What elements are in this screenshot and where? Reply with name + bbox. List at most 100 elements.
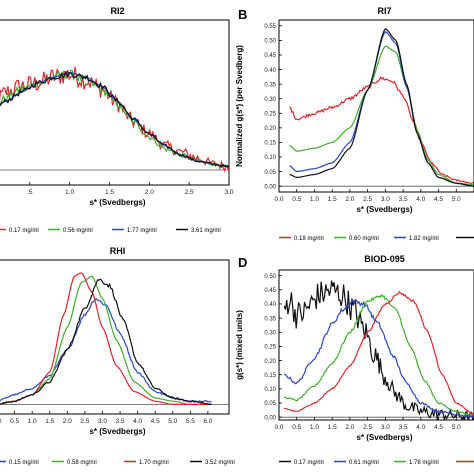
series-line-3.61-mg-ml: [0, 70, 229, 168]
x-tick-label: 4.5: [151, 418, 160, 425]
x-tick-label: 4.0: [133, 418, 142, 425]
x-tick-label: 1.0: [65, 189, 74, 196]
x-tick-label: 0.0: [274, 196, 283, 203]
legend-label: 0.56 mg/ml: [63, 228, 93, 234]
panel-b: 0.0 0.5 1.0 1.5 2.0 2.5 3.0 3.5 4.0 4.5 5.0 0.00 0.0…: [235, 6, 474, 242]
x-tick-label: 3.0: [381, 424, 390, 431]
panel-c: 0.0 0.5 1.0 1.5 2.0 2.5 3.0 3.5 4.0 4.5 5.0 5.5 6.0 R…: [0, 246, 235, 466]
chart-title: RI7: [377, 6, 391, 16]
legend-label: 0.17 mg/ml: [9, 228, 39, 234]
series-line-0.58-mg-ml: [0, 275, 212, 405]
x-tick-label: 3.0: [224, 189, 233, 196]
panel-letter: D: [238, 255, 247, 270]
legend-label: 1.78 mg/ml: [409, 460, 439, 466]
x-tick-label: 2.5: [80, 418, 89, 425]
y-tick-label: 0.10: [264, 155, 276, 161]
x-tick-label: 1.5: [45, 418, 54, 425]
y-tick-label: 0.55: [264, 24, 276, 30]
x-tick-label: 2.5: [363, 196, 372, 203]
y-tick-label: 0.20: [264, 126, 276, 132]
x-tick-label: 4.5: [434, 424, 443, 431]
x-tick-label: 0.5: [292, 424, 301, 431]
x-tick-label: 0.5: [10, 418, 19, 425]
x-tick-label: 1.5: [328, 424, 337, 431]
series-line-1.70-mg-ml: [0, 272, 212, 405]
series-line-3.52-mg-ml: [0, 278, 212, 406]
legend-label: 0.18 mg/ml: [294, 236, 324, 242]
x-tick-label: 1.0: [310, 196, 319, 203]
x-tick-label: .5: [27, 189, 33, 196]
x-tick-label: 1.0: [310, 424, 319, 431]
legend-label: 0.15 mg/ml: [9, 460, 39, 466]
legend-label: 3.61 mg/ml: [191, 228, 221, 234]
y-tick-label: 0.05: [264, 401, 276, 407]
x-tick-label: 2.0: [145, 189, 154, 196]
y-tick-label: 0.50: [264, 39, 276, 45]
x-tick-label: 2.5: [363, 424, 372, 431]
y-tick-label: 0.40: [264, 302, 276, 308]
series-line-0.15-mg-ml: [0, 298, 212, 403]
y-tick-label: 0.35: [264, 82, 276, 88]
x-tick-label: 0.0: [274, 424, 283, 431]
legend-label: 0.60 mg/ml: [349, 236, 379, 242]
y-tick-label: 0.50: [264, 274, 276, 280]
series-line-0.17-mg-ml: [283, 280, 474, 420]
x-tick-label: 4.0: [416, 196, 425, 203]
legend-label: 0.58 mg/ml: [67, 460, 97, 466]
x-tick-label: 2.5: [185, 189, 194, 196]
panel-d: 0.0 0.5 1.0 1.5 2.0 2.5 3.0 3.5 4.0 4.5 5.0 0.00 0.0…: [235, 254, 474, 466]
panel-a: .5 1.0 1.5 2.0 2.5 3.0 RI2 s* (Svedbergs) 0.17 m…: [0, 6, 234, 234]
y-tick-label: 0.35: [264, 316, 276, 322]
legend-label: 0.17 mg/ml: [294, 460, 324, 466]
y-tick-label: 0.40: [264, 68, 276, 74]
x-tick-label: 3.0: [98, 418, 107, 425]
series-line-unlabeled-3: [289, 28, 474, 187]
x-tick-label: 2.0: [345, 424, 354, 431]
x-tick-label: 4.5: [434, 196, 443, 203]
x-tick-label: 4.0: [416, 424, 425, 431]
y-axis-label: g(s*) (mixed units): [235, 310, 244, 380]
x-tick-label: 5.0: [168, 418, 177, 425]
x-axis-label: s* (Svedbergs): [356, 433, 412, 442]
series-line-1.78-mg-ml: [284, 293, 474, 416]
x-tick-label: 3.5: [399, 424, 408, 431]
legend-label: 1.77 mg/ml: [127, 228, 157, 234]
x-tick-label: 5.0: [452, 424, 461, 431]
series-line-0.60-mg-ml: [289, 45, 474, 186]
legend-label: 3.52 mg/ml: [205, 460, 235, 466]
series-line-unlabeled-3: [284, 290, 474, 416]
y-tick-label: 0.25: [264, 111, 276, 117]
x-tick-label: 3.5: [116, 418, 125, 425]
x-tick-label: 1.5: [328, 196, 337, 203]
x-tick-label: 3.5: [399, 196, 408, 203]
chart-title: RHI: [110, 246, 126, 256]
y-tick-label: 0.30: [264, 330, 276, 336]
x-tick-label: 1.5: [105, 189, 114, 196]
y-tick-label: 0.15: [264, 373, 276, 379]
chart-title: BIOD-095: [364, 254, 405, 264]
y-tick-label: 0.05: [264, 170, 276, 176]
x-tick-label: 0.0: [0, 418, 2, 425]
legend-label: 1.70 mg/ml: [139, 460, 169, 466]
series-line-1.82-mg-ml: [289, 31, 474, 187]
x-axis-label: s* (Svedbergs): [89, 427, 145, 436]
y-tick-label: 0.00: [264, 415, 276, 421]
y-tick-label: 0.25: [264, 345, 276, 351]
y-tick-label: 0.10: [264, 387, 276, 393]
x-tick-label: 5.0: [452, 196, 461, 203]
series-line-0.61-mg-ml: [283, 298, 474, 419]
panel-letter: B: [238, 7, 247, 22]
y-tick-label: 0.20: [264, 359, 276, 365]
x-tick-label: 1.0: [28, 418, 37, 425]
y-tick-label: 0.45: [264, 288, 276, 294]
series-line-0.18-mg-ml: [289, 76, 474, 185]
y-tick-label: 0.30: [264, 97, 276, 103]
x-tick-label: 2.0: [63, 418, 72, 425]
y-axis-label: Normalized g(s*) (per Svedberg): [235, 45, 244, 167]
x-tick-label: 6.0: [203, 418, 212, 425]
x-tick-label: 2.0: [345, 196, 354, 203]
legend-label: 0.61 mg/ml: [349, 460, 379, 466]
y-tick-label: 0.45: [264, 53, 276, 59]
x-tick-label: 5.5: [186, 418, 195, 425]
